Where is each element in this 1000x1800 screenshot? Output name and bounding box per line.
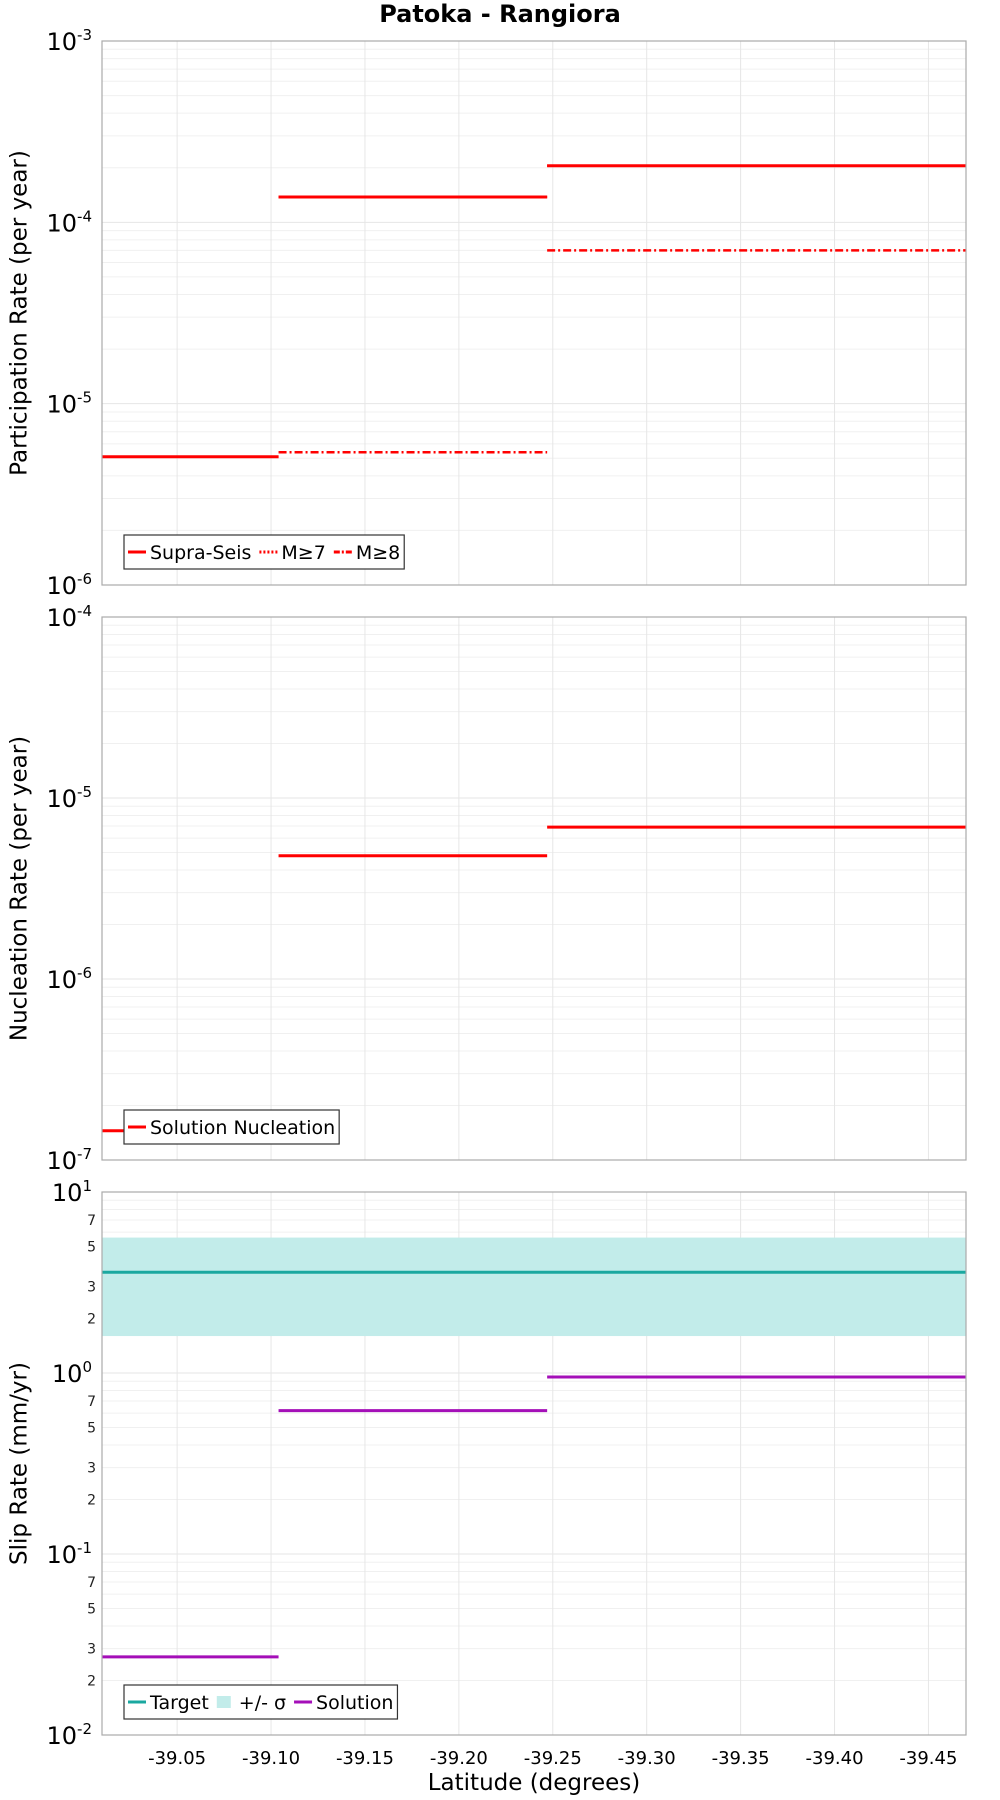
- x-tick-label: -39.20: [430, 1748, 488, 1769]
- legend-box: [123, 1684, 399, 1720]
- y-tick-label: 10-3: [46, 26, 92, 56]
- panel-3: 10-2 10-1 100 101 2 3 5 7 2 3 5 7 2 3 5 7 Slip Rate (mm/…: [7, 1177, 967, 1750]
- legend-label: +/- σ: [239, 1692, 286, 1714]
- x-axis-ticks: -39.05 -39.10 -39.15 -39.20 -39.25 -39.30 -39.…: [148, 1748, 957, 1769]
- y-tick-label: 101: [52, 1177, 92, 1207]
- y-minor-tick-label: 3: [87, 1642, 96, 1658]
- y-axis-label: Slip Rate (mm/yr): [7, 1362, 33, 1565]
- x-tick-label: -39.45: [899, 1748, 957, 1769]
- y-tick-label: 10-7: [46, 1145, 92, 1175]
- uncertainty-band: [102, 1237, 966, 1337]
- y-tick-label: 10-1: [46, 1539, 92, 1569]
- legend-label: M≥8: [356, 542, 400, 564]
- y-minor-tick-label: 2: [87, 1674, 96, 1690]
- x-tick-label: -39.35: [712, 1748, 770, 1769]
- y-minor-tick-label: 5: [87, 1239, 96, 1255]
- x-tick-label: -39.25: [524, 1748, 582, 1769]
- y-tick-label: 10-6: [46, 570, 92, 600]
- y-minor-tick-label: 7: [87, 1575, 96, 1591]
- y-minor-tick-label: 3: [87, 1280, 96, 1296]
- y-minor-tick-label: 3: [87, 1461, 96, 1477]
- chart-title: Patoka - Rangiora: [379, 0, 621, 28]
- series-supra-seis: [102, 164, 966, 459]
- grid: [102, 617, 966, 1161]
- legend: Solution Nucleation: [123, 1109, 340, 1145]
- plot-frame: [101, 1191, 967, 1736]
- plot-frame: [101, 616, 967, 1161]
- x-tick-label: -39.15: [336, 1748, 394, 1769]
- y-minor-tick-label: 2: [87, 1312, 96, 1328]
- series-m-8: [278, 249, 966, 454]
- x-axis-label: Latitude (degrees): [428, 1770, 641, 1796]
- legend-label: Solution: [316, 1692, 393, 1714]
- y-minor-tick-label: 5: [87, 1420, 96, 1436]
- legend-label: M≥7: [281, 542, 325, 564]
- series-m-7: [102, 164, 966, 458]
- y-minor-tick-label: 2: [87, 1493, 96, 1509]
- x-tick-label: -39.30: [618, 1748, 676, 1769]
- x-tick-label: -39.05: [148, 1748, 206, 1769]
- legend-box: [123, 1109, 340, 1145]
- y-tick-label: 10-6: [46, 964, 92, 994]
- legend-swatch: [216, 1696, 231, 1708]
- y-tick-label: 10-2: [46, 1720, 92, 1750]
- panel-2: 10-7 10-6 10-5 10-4 Nucleation Rate (per yea…: [7, 602, 967, 1175]
- y-tick-label: 10-5: [46, 389, 92, 419]
- y-axis-label: Nucleation Rate (per year): [7, 736, 33, 1041]
- legend: Supra-Seis M≥7 M≥8: [123, 534, 405, 570]
- panel-1: 10-6 10-5 10-4 10-3 Participation Rate (per …: [7, 26, 967, 600]
- legend-label: Solution Nucleation: [150, 1117, 335, 1139]
- plot-frame: [101, 40, 967, 586]
- x-tick-label: -39.10: [242, 1748, 300, 1769]
- series-solution: [102, 1375, 966, 1659]
- chart-panels: 10-6 10-5 10-4 10-3 Participation Rate (per …: [7, 26, 967, 1769]
- y-minor-tick-label: 7: [87, 1394, 96, 1410]
- y-axis-label: Participation Rate (per year): [7, 150, 33, 476]
- y-minor-tick-label: 5: [87, 1601, 96, 1617]
- y-minor-tick-label: 7: [87, 1213, 96, 1229]
- y-tick-label: 10-5: [46, 783, 92, 813]
- y-tick-label: 10-4: [46, 207, 92, 237]
- y-tick-label: 10-4: [46, 602, 92, 632]
- grid: [102, 41, 966, 586]
- legend-label: Target: [149, 1692, 209, 1714]
- x-tick-label: -39.40: [806, 1748, 864, 1769]
- legend-label: Supra-Seis: [150, 542, 251, 564]
- y-tick-label: 100: [52, 1358, 92, 1388]
- legend: Target +/- σ Solution: [123, 1684, 399, 1720]
